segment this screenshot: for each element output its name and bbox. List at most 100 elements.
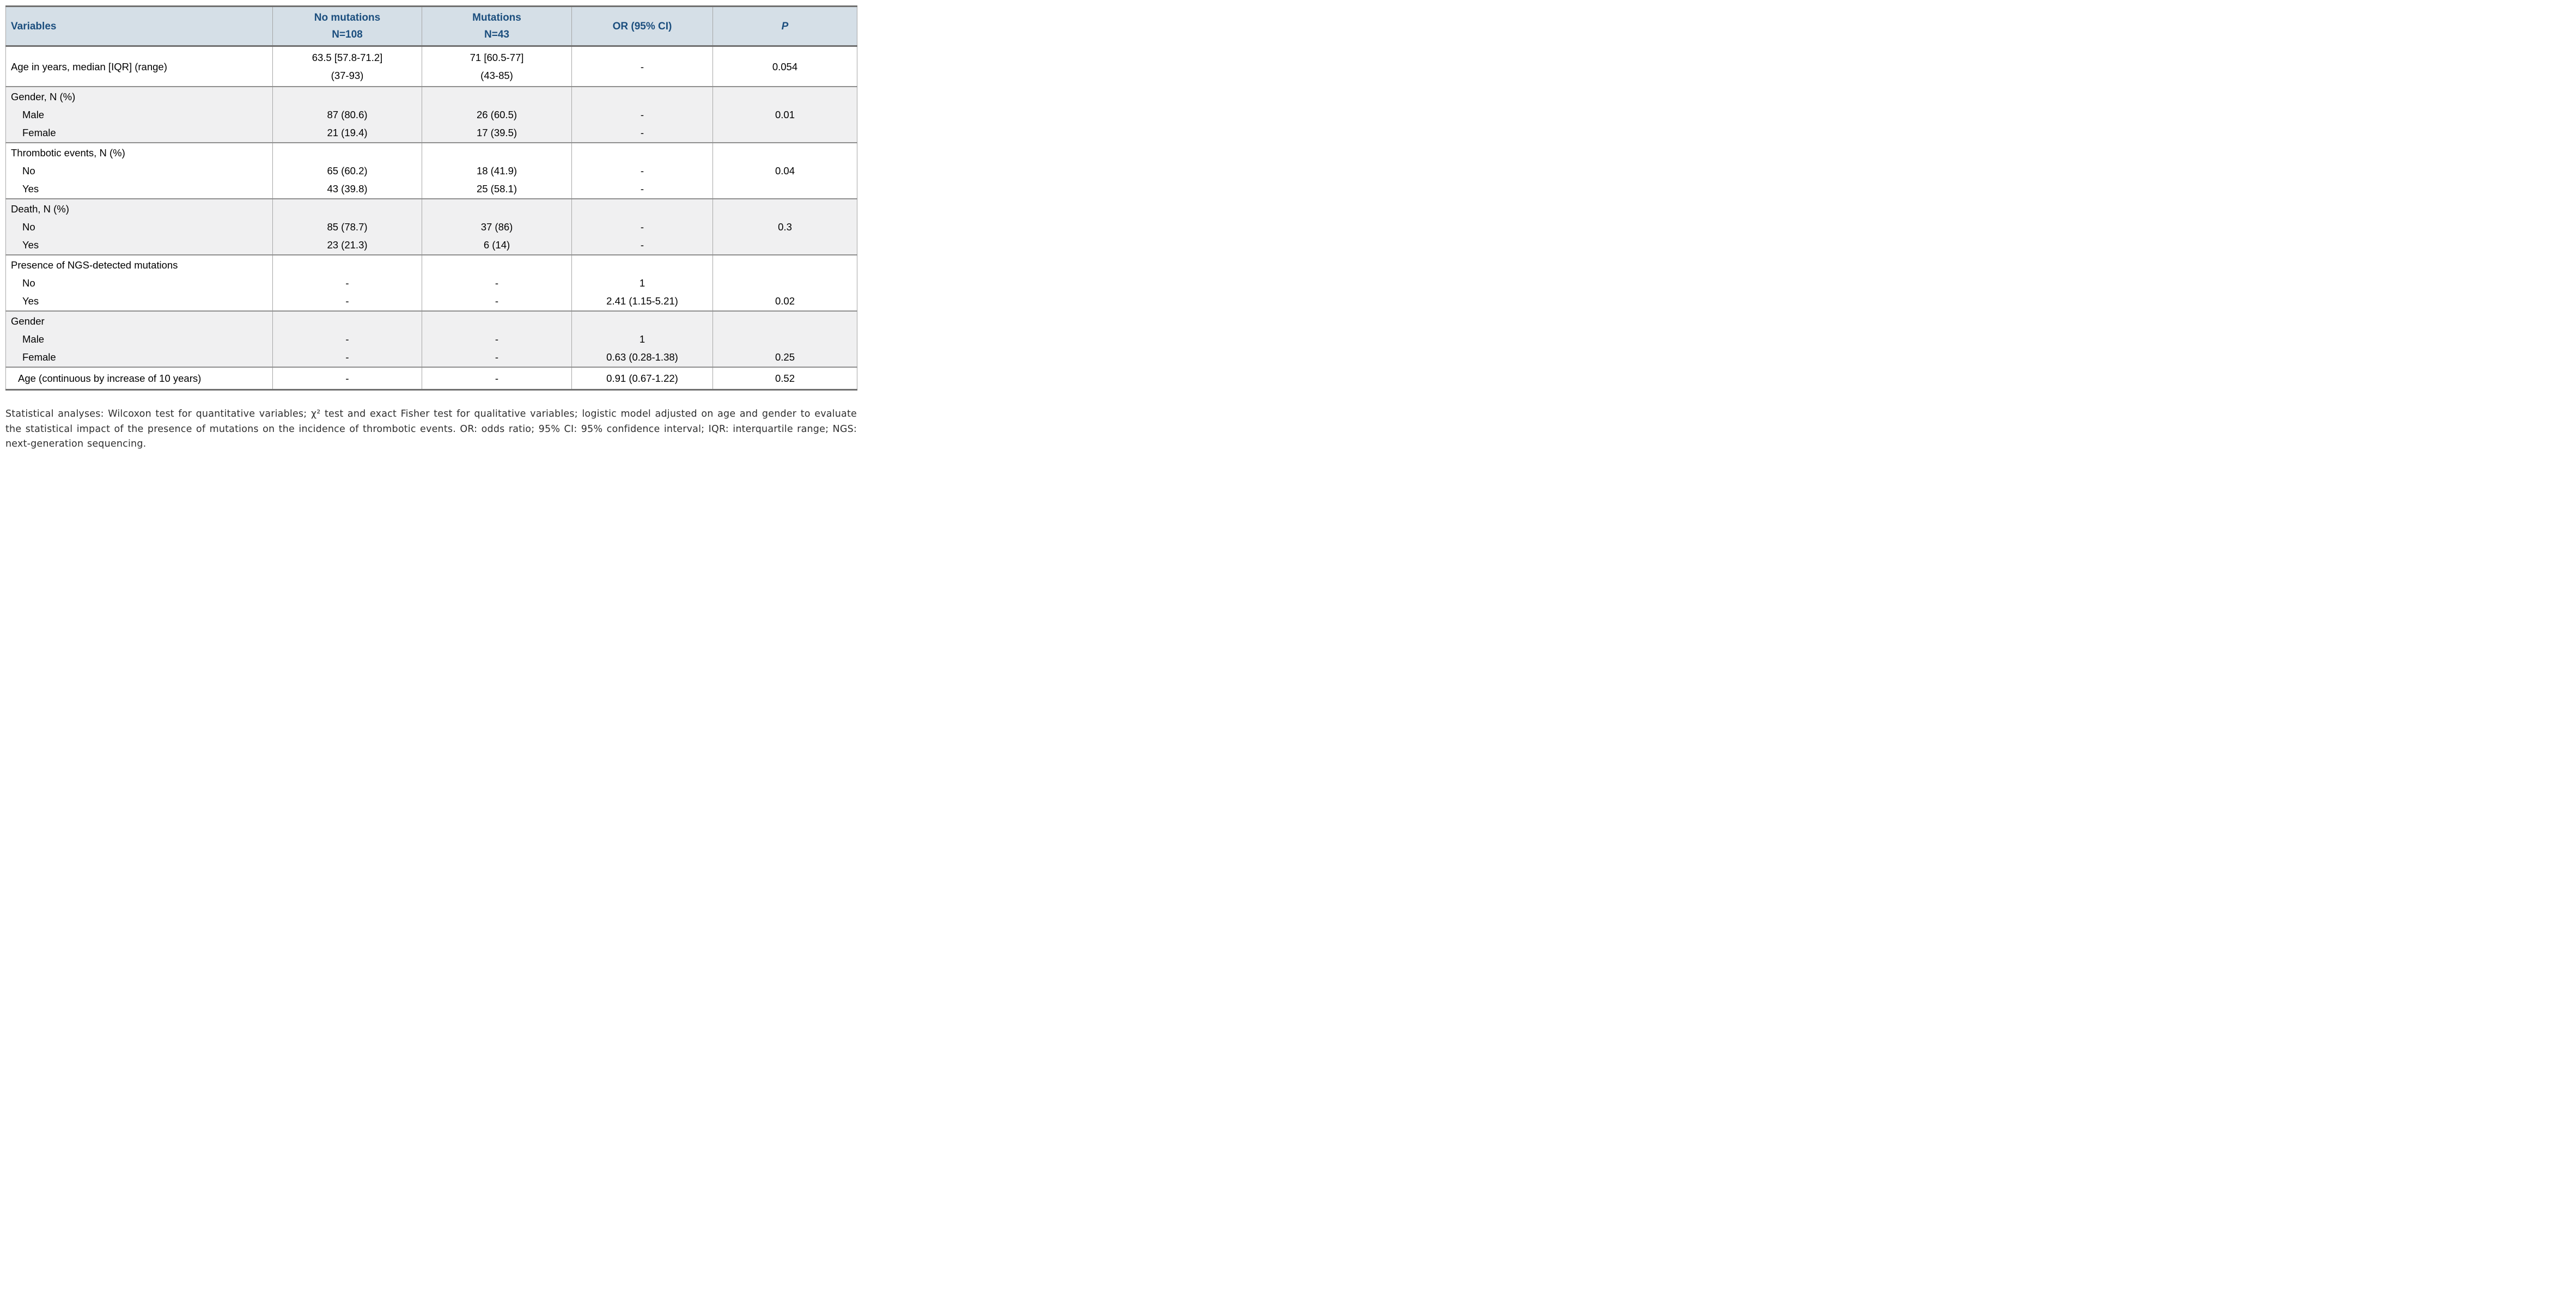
cell-line xyxy=(273,88,422,106)
cell-line: 25 (58.1) xyxy=(476,183,517,194)
cell-line: - xyxy=(640,239,644,251)
cell-line: - xyxy=(495,295,499,307)
cell-no_mutations: -- xyxy=(272,311,422,367)
cell-line: Yes xyxy=(22,239,39,251)
cell-line: No xyxy=(22,277,35,289)
column-header-mutations: Mutations N=43 xyxy=(422,6,572,46)
cell-variables: Presence of NGS-detected mutations No Yes xyxy=(5,255,273,311)
cell-line: Age (continuous by increase of 10 years) xyxy=(18,373,202,384)
statistics-table: Variables No mutations N=108 Mutations N=43 O… xyxy=(5,5,857,391)
cell-line: - xyxy=(640,60,644,72)
cell-no_mutations: - xyxy=(272,367,422,390)
cell-line xyxy=(572,88,712,106)
cell-mutations: 37 (86) 6 (14) xyxy=(422,199,572,255)
cell-line: 17 (39.5) xyxy=(476,127,517,138)
cell-p: 0.01 xyxy=(712,87,857,143)
header-row: Variables No mutations N=108 Mutations N=43 O… xyxy=(5,6,857,46)
cell-or: -- xyxy=(571,87,713,143)
cell-line: No xyxy=(22,221,35,233)
cell-line: 1 xyxy=(639,333,645,345)
page: Variables No mutations N=108 Mutations N=43 O… xyxy=(5,5,857,452)
cell-variables: Gender Male Female xyxy=(5,311,273,367)
cell-line: 0.52 xyxy=(775,373,795,384)
column-header-label: Variables xyxy=(11,20,57,32)
cell-line: - xyxy=(345,333,349,345)
table-row-age-in-years-median-iqr-range: Age in years, median [IQR] (range) 63.5 [… xyxy=(5,46,857,87)
cell-line xyxy=(273,144,422,162)
cell-line: 6 (14) xyxy=(483,239,510,251)
cell-line xyxy=(713,200,857,218)
column-header-label: P xyxy=(781,20,789,32)
cell-no_mutations: 63.5 [57.8-71.2] (37-93) xyxy=(272,46,422,87)
cell-mutations: 26 (60.5) 17 (39.5) xyxy=(422,87,572,143)
cell-p: 0.04 xyxy=(712,143,857,199)
cell-line: Yes xyxy=(22,295,39,307)
cell-variables: Death, N (%) No Yes xyxy=(5,199,273,255)
cell-line: - xyxy=(495,333,499,345)
footnote-text: Statistical analyses: Wilcoxon test for … xyxy=(5,409,857,449)
cell-line: - xyxy=(345,373,349,384)
cell-line: 18 (41.9) xyxy=(476,165,517,176)
cell-line: 37 (86) xyxy=(480,221,513,233)
cell-line: Female xyxy=(22,351,56,363)
column-header-p: P xyxy=(712,6,857,46)
cell-line: 21 (19.4) xyxy=(327,127,368,138)
cell-line: Death, N (%) xyxy=(11,203,69,215)
cell-line: No xyxy=(22,165,35,176)
column-header-label: OR (95% CI) xyxy=(612,20,672,32)
cell-variables: Age in years, median [IQR] (range) xyxy=(5,46,273,87)
cell-line: 63.5 [57.8-71.2] xyxy=(312,52,383,63)
cell-mutations: - xyxy=(422,367,572,390)
cell-variables: Gender, N (%) Male Female xyxy=(5,87,273,143)
cell-mutations: 71 [60.5-77] (43-85) xyxy=(422,46,572,87)
cell-line xyxy=(572,256,712,274)
cell-line: 2.41 (1.15-5.21) xyxy=(606,295,678,307)
cell-line: 0.91 (0.67-1.22) xyxy=(606,373,678,384)
cell-line xyxy=(713,124,857,142)
cell-line xyxy=(713,330,857,348)
cell-line: - xyxy=(495,277,499,289)
cell-line: Gender xyxy=(11,315,45,327)
cell-line: Age in years, median [IQR] (range) xyxy=(11,60,167,72)
cell-p: 0.054 xyxy=(712,46,857,87)
cell-line: Thrombotic events, N (%) xyxy=(11,147,125,159)
cell-mutations: -- xyxy=(422,255,572,311)
column-header-no_mutations: No mutations N=108 xyxy=(272,6,422,46)
cell-line: 0.054 xyxy=(772,60,798,72)
cell-line xyxy=(422,256,571,274)
cell-line xyxy=(572,144,712,162)
cell-p: 0.3 xyxy=(712,199,857,255)
cell-or: 0.91 (0.67-1.22) xyxy=(571,367,713,390)
cell-p: 0.02 xyxy=(712,255,857,311)
cell-line xyxy=(273,312,422,330)
cell-mutations: 18 (41.9) 25 (58.1) xyxy=(422,143,572,199)
cell-line: 87 (80.6) xyxy=(327,109,368,120)
table-row-death-n: Death, N (%) No Yes 85 (78.7) 23 (21.3) 37 … xyxy=(5,199,857,255)
column-header-sublabel: N=43 xyxy=(484,29,509,40)
cell-no_mutations: 87 (80.6) 21 (19.4) xyxy=(272,87,422,143)
table-header: Variables No mutations N=108 Mutations N=43 O… xyxy=(5,6,857,46)
cell-no_mutations: 65 (60.2) 43 (39.8) xyxy=(272,143,422,199)
cell-line: 0.63 (0.28-1.38) xyxy=(606,351,678,363)
cell-line: Presence of NGS-detected mutations xyxy=(11,259,178,271)
cell-line: - xyxy=(640,165,644,176)
column-header-or: OR (95% CI) xyxy=(571,6,713,46)
cell-line: Gender, N (%) xyxy=(11,91,76,102)
cell-no_mutations: -- xyxy=(272,255,422,311)
cell-line: 43 (39.8) xyxy=(327,183,368,194)
cell-line: - xyxy=(345,351,349,363)
cell-line: (37-93) xyxy=(331,70,364,81)
cell-line: 0.04 xyxy=(775,165,795,176)
cell-line: Female xyxy=(22,127,56,138)
cell-line xyxy=(713,312,857,330)
cell-line: - xyxy=(345,295,349,307)
cell-line: - xyxy=(495,351,499,363)
cell-line xyxy=(273,200,422,218)
cell-line xyxy=(713,256,857,274)
cell-line: - xyxy=(345,277,349,289)
cell-or: -- xyxy=(571,199,713,255)
cell-line: 65 (60.2) xyxy=(327,165,368,176)
cell-line: Male xyxy=(22,109,45,120)
cell-no_mutations: 85 (78.7) 23 (21.3) xyxy=(272,199,422,255)
column-header-label: Mutations xyxy=(472,12,521,23)
